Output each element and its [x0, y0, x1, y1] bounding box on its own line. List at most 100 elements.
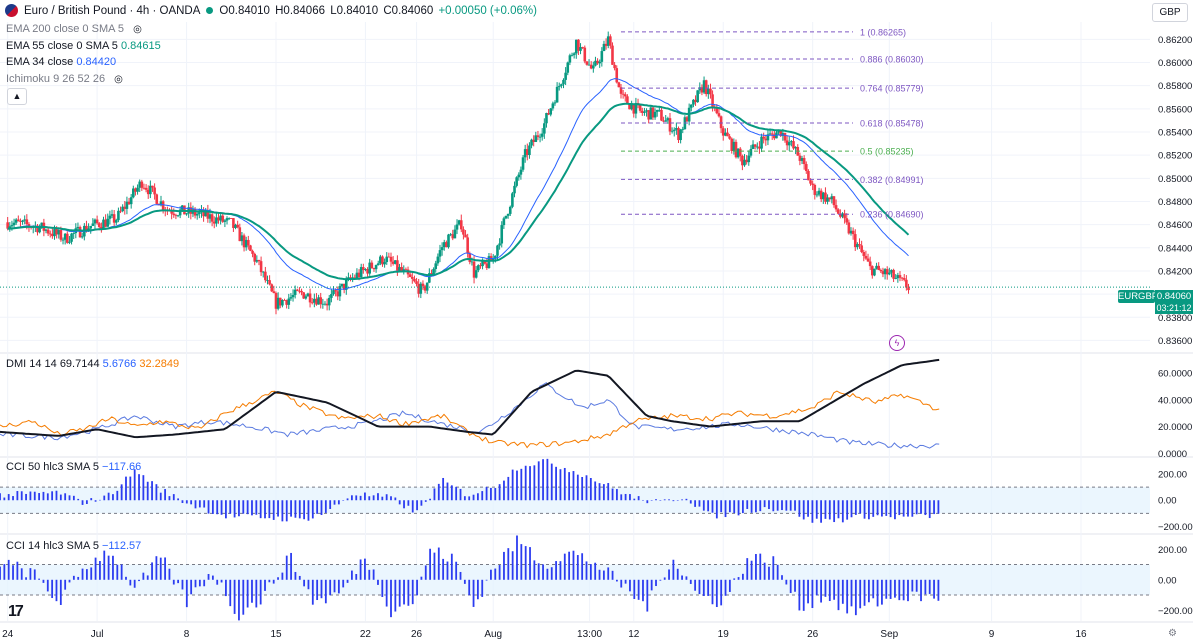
indicator-cci14[interactable]: CCI 14 hlc3 SMA 5 −112.57 [6, 539, 141, 553]
lightning-icon[interactable]: ϟ [889, 335, 905, 351]
candle-body [332, 290, 335, 295]
cci50-histogram-bar [602, 484, 605, 501]
cci14-histogram-bar [285, 555, 288, 580]
cci50-histogram-bar [203, 500, 206, 508]
cci50-histogram-bar [802, 500, 805, 520]
symbol-header[interactable]: Euro / British Pound · 4h · OANDA O0.840… [5, 4, 539, 17]
indicator-cci50[interactable]: CCI 50 hlc3 SMA 5 −117.66 [6, 460, 141, 474]
cci50-histogram-bar [928, 500, 931, 519]
cci50-histogram-bar [146, 481, 149, 501]
candle-body [19, 221, 22, 223]
cci14-histogram-bar [616, 579, 618, 582]
collapse-indicators-button[interactable]: ▲ [7, 88, 27, 105]
cci50-histogram-bar [463, 496, 466, 501]
candle-body [36, 225, 39, 233]
eye-hidden-icon[interactable]: ◎ [114, 74, 123, 85]
cci14-histogram-bar [511, 551, 514, 580]
cci50-histogram-bar [585, 475, 588, 501]
cci14-histogram-bar [689, 579, 692, 584]
candle-body [907, 287, 910, 291]
candle-body [905, 279, 908, 288]
candle-body [325, 303, 329, 306]
candle-body [178, 209, 182, 216]
candle-body [202, 209, 205, 217]
candle-body [102, 219, 105, 229]
candle-body [38, 226, 41, 233]
cci14-histogram-bar [20, 568, 23, 580]
indicator-ema55[interactable]: EMA 55 close 0 SMA 5 0.84615 [6, 39, 161, 53]
candle-body [870, 266, 874, 276]
cci50-histogram-bar [937, 500, 940, 514]
tradingview-logo-icon[interactable]: 17 [8, 603, 24, 620]
candle-body [185, 213, 188, 215]
ema34-line [7, 78, 909, 291]
time-axis-tick-label: Jul [91, 629, 104, 640]
cci50-histogram-bar [863, 500, 866, 519]
cci50-histogram-bar [472, 494, 475, 501]
time-axis-tick-label: Sep [880, 629, 898, 640]
currency-button[interactable]: GBP [1152, 3, 1188, 22]
indicator-ema34[interactable]: EMA 34 close 0.84420 [6, 55, 116, 69]
symbol-title[interactable]: Euro / British Pound · 4h · OANDA [24, 4, 201, 17]
cci50-histogram-bar [437, 483, 440, 501]
cci14-histogram-bar [859, 579, 862, 609]
indicator-ema200[interactable]: EMA 200 close 0 SMA 5 ◎ [6, 22, 142, 37]
cci14-histogram-bar [342, 579, 345, 588]
cci14-histogram-bar [490, 569, 492, 580]
candle-body [719, 116, 723, 129]
gear-icon[interactable]: ⚙ [1168, 628, 1177, 639]
cci50-histogram-bar [537, 461, 540, 501]
cci50-histogram-bar [672, 500, 675, 502]
candle-body [724, 132, 727, 136]
candle-body [619, 87, 623, 94]
ohlc-close: C0.84060 [383, 4, 434, 17]
cci14-histogram-bar [876, 579, 879, 607]
candle-body [144, 187, 148, 190]
candle-body [366, 269, 369, 274]
cci14-histogram-bar [229, 579, 232, 607]
cci50-histogram-bar [854, 500, 857, 515]
candle-body [298, 290, 301, 292]
cci50-histogram-bar [355, 495, 358, 501]
indicator-dmi[interactable]: DMI 14 14 69.7144 5.6766 32.2849 [6, 357, 179, 371]
dmi-axis-tick-label: 40.0000 [1158, 395, 1192, 406]
fib-level-label: 0.764 (0.85779) [860, 84, 924, 94]
candle-body [251, 250, 254, 254]
cci14-histogram-bar [398, 579, 401, 607]
cci14-histogram-bar [811, 579, 814, 609]
indicator-ichimoku[interactable]: Ichimoku 9 26 52 26 ◎ [6, 72, 123, 87]
candle-body [862, 252, 866, 256]
candle-body [91, 223, 95, 226]
candle-body [396, 260, 399, 271]
candle-body [132, 188, 135, 198]
candle-body [890, 269, 893, 273]
cci14-histogram-bar [789, 579, 792, 593]
candle-body [717, 113, 721, 117]
candle-body [244, 239, 248, 248]
cci50-histogram-bar [42, 491, 45, 501]
cci50-histogram-bar [112, 494, 114, 501]
cci50-histogram-bar [385, 494, 388, 501]
candle-body [287, 298, 291, 305]
candle-body [815, 194, 819, 196]
cci14-histogram-bar [381, 579, 384, 597]
candle-body [238, 227, 242, 242]
cci50-histogram-bar [398, 500, 401, 505]
cci50-histogram-bar [303, 500, 306, 520]
cci14-histogram-bar [38, 578, 40, 580]
candle-body [25, 219, 29, 225]
price-axis-tick-label: 0.85200 [1158, 151, 1192, 162]
candle-body [119, 210, 122, 212]
cci50-histogram-bar [637, 496, 640, 501]
eye-hidden-icon[interactable]: ◎ [133, 24, 142, 35]
candle-body [611, 45, 614, 65]
cci50-histogram-bar [229, 500, 232, 514]
candle-body [425, 282, 429, 291]
cci50-histogram-bar [663, 499, 666, 501]
candle-body [295, 289, 299, 291]
cci14-histogram-bar [107, 555, 110, 580]
cci14-histogram-bar [633, 579, 636, 599]
cci14-histogram-bar [133, 579, 136, 588]
candle-body [692, 99, 695, 105]
